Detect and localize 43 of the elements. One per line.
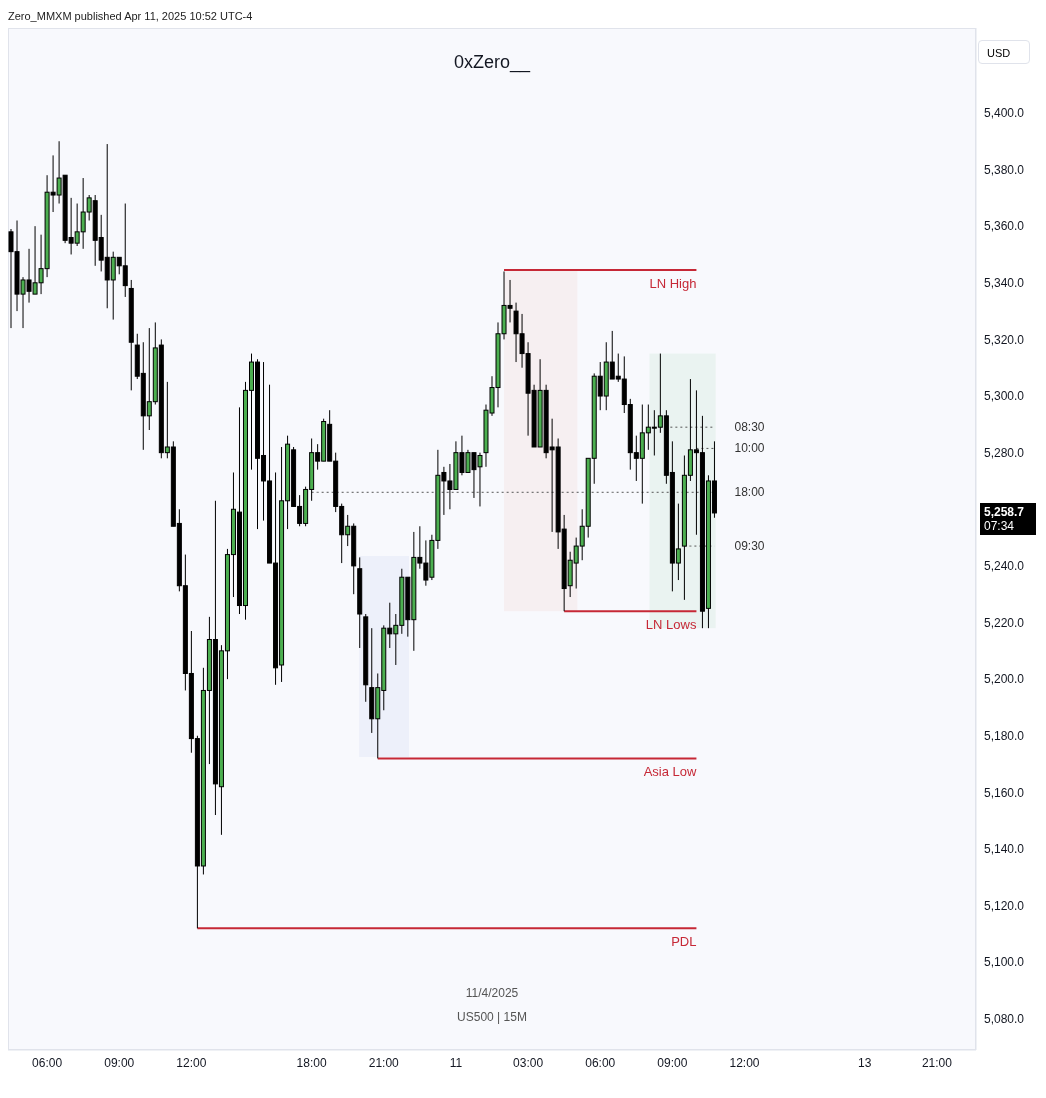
text: 07:34 xyxy=(984,518,1016,533)
series-label: 09:30 xyxy=(734,539,765,554)
y-tick-label: 5,360.0 xyxy=(984,219,1025,234)
series-label: LN Lows xyxy=(645,617,697,633)
y-tick-label: 5,280.0 xyxy=(984,445,1025,460)
y-tick-label: 5,180.0 xyxy=(984,729,1025,744)
y-tick-label: 5,220.0 xyxy=(984,615,1025,630)
x-tick-label: 21:00 xyxy=(368,1055,400,1070)
x-tick-label: 21:00 xyxy=(921,1055,953,1070)
y-tick-label: 5,380.0 xyxy=(984,162,1025,177)
annotation: 11/4/2025 xyxy=(464,986,520,1000)
x-tick-label: 06:00 xyxy=(32,1055,63,1070)
series-label: 10:00 xyxy=(734,441,765,456)
text: Zero_MMXM published Apr 11, 2025 10:52 UTC-4 xyxy=(8,9,254,24)
y-tick-label: 5,300.0 xyxy=(984,389,1025,404)
y-tick-label: 5,140.0 xyxy=(984,842,1025,857)
annotation: US500 | 15M xyxy=(456,1010,528,1024)
x-tick-label: 18:00 xyxy=(296,1055,327,1070)
y-tick-label: 5,200.0 xyxy=(984,672,1025,687)
x-tick-label: 03:00 xyxy=(513,1055,544,1070)
text: USD xyxy=(978,40,1030,64)
series-label: PDL xyxy=(671,934,697,950)
x-tick-label: 12:00 xyxy=(176,1055,207,1070)
y-tick-label: 5,120.0 xyxy=(984,898,1025,913)
series-label: LN High xyxy=(649,276,697,292)
x-tick-label: 09:00 xyxy=(657,1055,688,1070)
x-tick-label: 13 xyxy=(858,1055,872,1070)
text: 0xZero__ xyxy=(452,52,532,73)
x-tick-label: 06:00 xyxy=(585,1055,616,1070)
y-tick-label: 5,400.0 xyxy=(984,106,1025,121)
y-tick-label: 5,160.0 xyxy=(984,785,1025,800)
x-tick-label: 09:00 xyxy=(104,1055,135,1070)
y-tick-label: 5,080.0 xyxy=(984,1012,1025,1027)
y-tick-label: 5,320.0 xyxy=(984,332,1025,347)
x-tick-label: 12:00 xyxy=(729,1055,760,1070)
x-tick-label: 11 xyxy=(449,1055,463,1070)
series-label: 18:00 xyxy=(734,485,765,500)
y-tick-label: 5,240.0 xyxy=(984,559,1025,574)
series-label: 08:30 xyxy=(734,420,765,435)
text: 5,258.7 xyxy=(984,504,1026,519)
y-tick-label: 5,100.0 xyxy=(984,955,1025,970)
series-label: Asia Low xyxy=(643,764,698,780)
y-tick-label: 5,340.0 xyxy=(984,276,1025,291)
